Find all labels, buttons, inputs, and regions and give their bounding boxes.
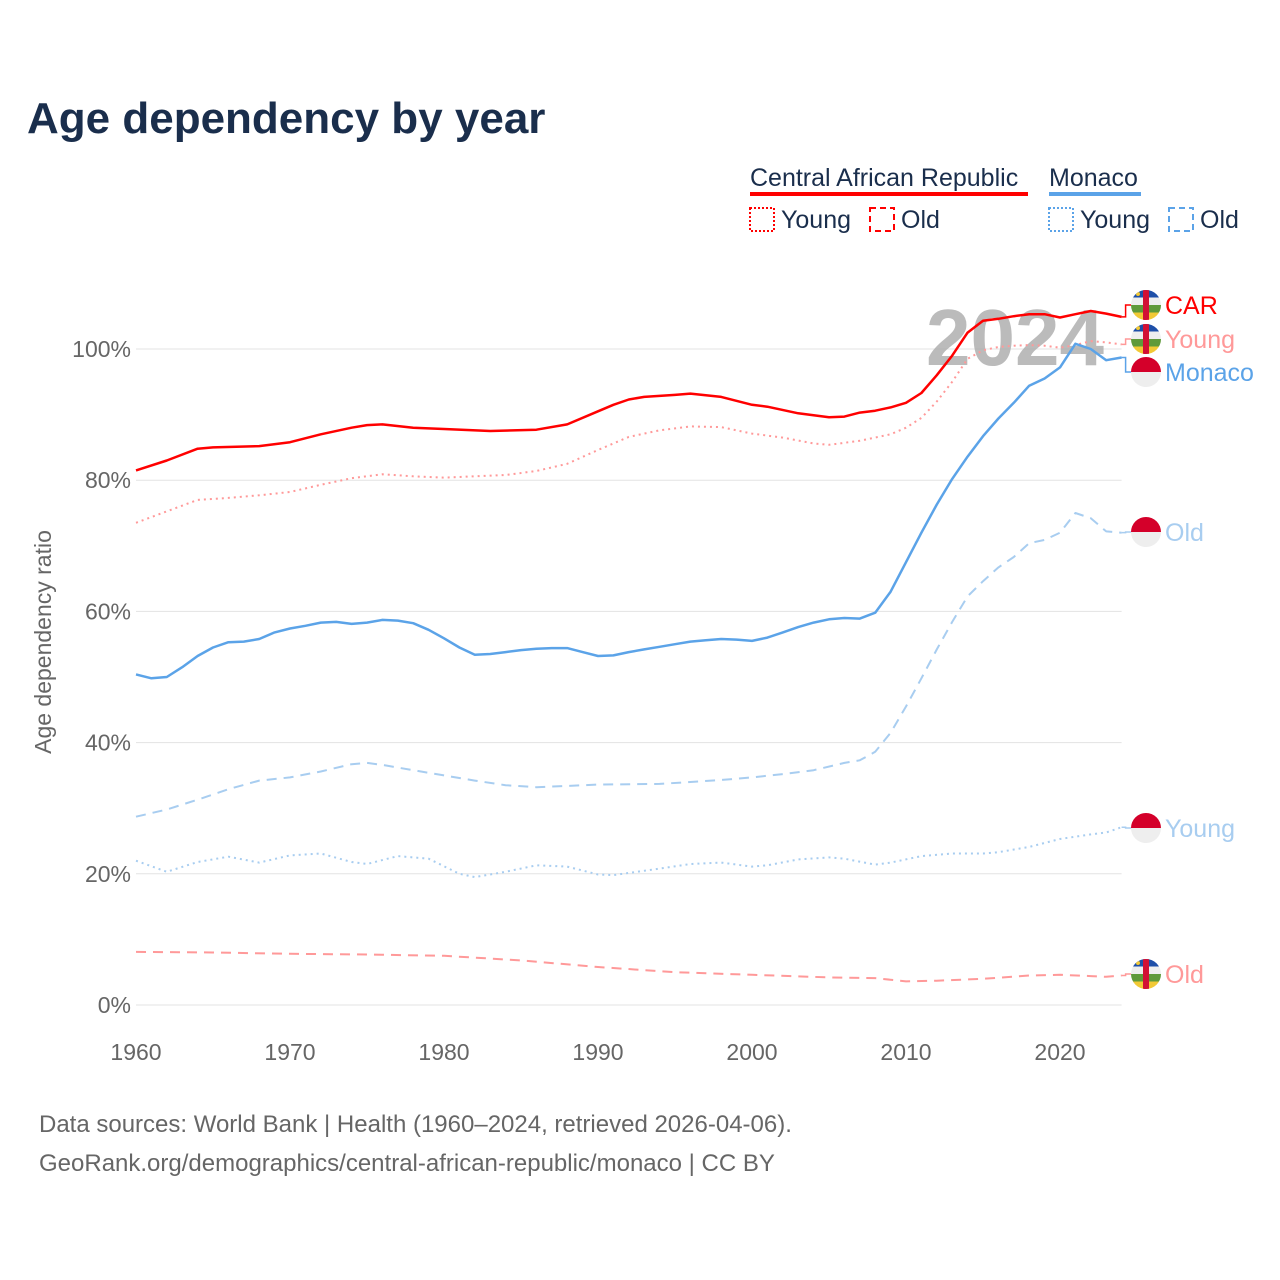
legend-car-old[interactable]: Old (901, 206, 940, 234)
flag-stripe (1143, 290, 1149, 320)
end-label-connector (1121, 973, 1132, 977)
flag-star (1136, 961, 1140, 965)
monaco-flag-icon (1131, 813, 1161, 843)
end-label-0: CAR (1121, 290, 1218, 320)
x-tick-label: 2020 (1034, 1039, 1085, 1065)
end-label-connector (1121, 826, 1132, 829)
series-line-monaco (135, 342, 1122, 680)
legend-car-young[interactable]: Young (781, 206, 851, 234)
flag-stripe (1131, 372, 1161, 387)
legend-monaco-old[interactable]: Old (1200, 206, 1239, 234)
flag-stripe (1131, 828, 1161, 843)
legend: Central African Republic Young Old Monac… (749, 164, 1239, 234)
flag-stripe (1131, 357, 1161, 372)
flag-stripe (1143, 324, 1149, 354)
x-tick-label: 2010 (880, 1039, 931, 1065)
legend-group-monaco[interactable]: Monaco (1049, 164, 1138, 192)
end-label-2: Monaco (1121, 356, 1254, 387)
monaco-flag-icon (1131, 357, 1161, 387)
car-flag-icon (1131, 290, 1161, 320)
grid (136, 348, 1122, 1006)
legend-monaco-young[interactable]: Young (1080, 206, 1150, 234)
monaco-flag-icon (1131, 517, 1161, 547)
end-label-connector (1121, 304, 1132, 318)
chart-title: Age dependency by year (27, 94, 545, 143)
x-tick-label: 2000 (726, 1039, 777, 1065)
end-label-connector (1121, 531, 1132, 534)
x-tick-label: 1960 (110, 1039, 161, 1065)
series-line-central-african-republic (135, 309, 1122, 472)
end-label-text: Young (1165, 326, 1235, 354)
y-tick-label: 60% (85, 598, 131, 624)
legend-car-young-swatch (749, 207, 775, 232)
source-line-1: Data sources: World Bank | Health (1960–… (39, 1111, 792, 1138)
x-tick-label: 1970 (264, 1039, 315, 1065)
end-label-text: Young (1165, 815, 1235, 843)
y-tick-label: 80% (85, 467, 131, 493)
end-label-4: Young (1121, 813, 1235, 843)
end-label-text: Old (1165, 519, 1204, 547)
flag-stripe (1131, 813, 1161, 828)
legend-car-swatch (750, 192, 1028, 196)
legend-group-car[interactable]: Central African Republic (750, 164, 1018, 192)
end-label-text: Monaco (1165, 359, 1254, 387)
year-watermark: 2024 (926, 293, 1104, 382)
y-tick-label: 100% (72, 336, 131, 362)
car-flag-icon (1131, 959, 1161, 989)
flag-stripe (1131, 532, 1161, 547)
y-axis: 0% 20% 40% 60% 80% 100% (72, 336, 131, 1018)
series-line-monaco-old (135, 512, 1122, 818)
end-label-3: Old (1121, 517, 1204, 547)
y-tick-label: 20% (85, 861, 131, 887)
end-label-connector (1121, 338, 1132, 346)
end-labels: CAR Young Monaco Old Young Old (1121, 290, 1254, 989)
y-tick-label: 0% (98, 992, 131, 1018)
source-line-2[interactable]: GeoRank.org/demographics/central-african… (39, 1150, 775, 1177)
flag-star (1136, 326, 1140, 330)
end-label-connector (1121, 356, 1132, 373)
series-line-central-african-republic-young (135, 340, 1122, 524)
legend-monaco-swatch (1049, 192, 1141, 196)
series-line-monaco-young (135, 826, 1122, 879)
car-flag-icon (1131, 324, 1161, 354)
end-label-text: Old (1165, 961, 1204, 989)
flag-stripe (1143, 959, 1149, 989)
end-label-5: Old (1121, 959, 1204, 989)
legend-car-old-swatch (869, 207, 895, 232)
end-label-text: CAR (1165, 292, 1218, 320)
y-tick-label: 40% (85, 730, 131, 756)
legend-monaco-young-swatch (1048, 207, 1074, 232)
x-tick-label: 1980 (418, 1039, 469, 1065)
legend-monaco-old-swatch (1168, 207, 1194, 232)
y-axis-label: Age dependency ratio (30, 530, 56, 754)
flag-stripe (1131, 517, 1161, 532)
flag-star (1136, 292, 1140, 296)
x-tick-label: 1990 (572, 1039, 623, 1065)
series-line-central-african-republic-old (135, 950, 1122, 983)
series-lines (135, 309, 1122, 983)
x-axis: 1960 1970 1980 1990 2000 2010 2020 (110, 1039, 1085, 1065)
end-label-1: Young (1121, 324, 1235, 354)
